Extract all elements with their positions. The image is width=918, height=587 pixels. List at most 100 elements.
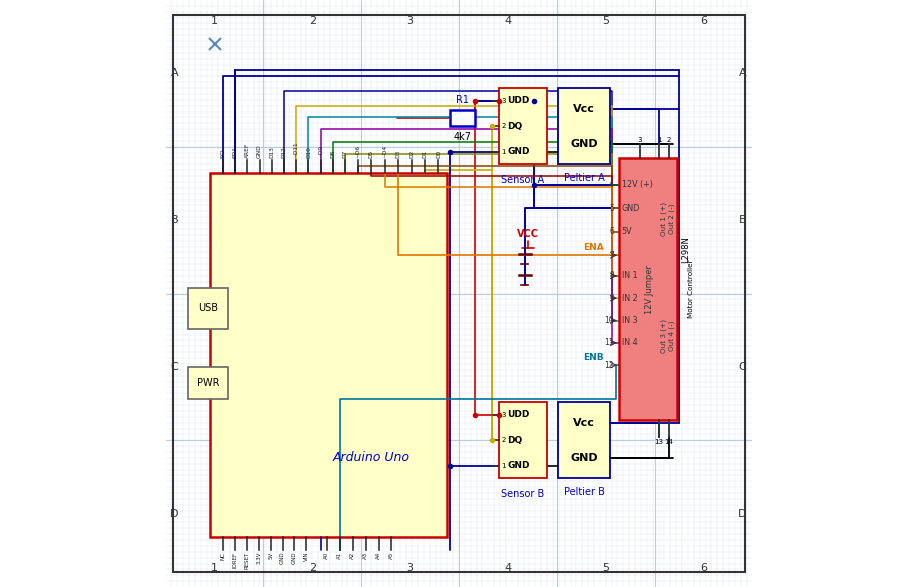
Text: 3.3V: 3.3V [256,552,262,564]
Bar [188,288,228,329]
Text: 5: 5 [602,15,610,26]
Text: ENA: ENA [583,244,604,252]
Text: Vcc: Vcc [573,104,595,114]
Bar [498,402,547,478]
Text: UDD: UDD [507,410,530,419]
Text: 1: 1 [501,463,506,468]
Text: SCL: SCL [220,147,226,158]
Text: NC: NC [220,552,226,559]
Text: 2: 2 [501,123,506,129]
Text: 2: 2 [308,15,316,26]
Text: 6: 6 [700,562,707,573]
Text: Out 4 (-): Out 4 (-) [668,321,675,352]
Text: IN 1: IN 1 [621,271,637,281]
Text: IN 4: IN 4 [621,338,637,348]
Bar [498,88,547,164]
Text: B: B [171,215,178,225]
Text: GND: GND [292,552,297,565]
Text: 1: 1 [501,149,506,154]
Text: 2: 2 [667,137,671,143]
Text: L298N: L298N [681,237,690,264]
Text: UDD: UDD [507,96,530,105]
Text: GND: GND [257,145,263,158]
Text: A: A [739,68,746,79]
Text: ENB: ENB [583,353,604,362]
Text: Out 3 (+): Out 3 (+) [660,319,666,353]
Text: Sensor B: Sensor B [501,489,544,499]
Text: A1: A1 [337,552,342,559]
Text: GND: GND [570,453,598,463]
Text: D7: D7 [342,150,347,158]
Text: 11: 11 [604,338,614,348]
Text: 4k7: 4k7 [453,132,472,142]
Bar [450,110,476,126]
Text: D: D [738,508,746,519]
Text: C: C [739,362,746,372]
Text: VIN: VIN [304,552,308,561]
Text: GND: GND [280,552,285,565]
Text: D10: D10 [306,147,311,158]
Text: A3: A3 [364,552,368,559]
Text: Vcc: Vcc [573,418,595,428]
Text: 5V: 5V [268,552,274,559]
Text: D12: D12 [282,147,286,158]
Text: A4: A4 [376,552,381,559]
Text: D13: D13 [269,147,274,158]
Text: D: D [170,508,179,519]
Text: D8: D8 [330,150,335,158]
Text: ~D9: ~D9 [319,146,323,158]
Text: A5: A5 [389,552,394,559]
Text: AREF: AREF [245,143,250,158]
Text: A2: A2 [351,552,355,559]
Text: 12V Jumper: 12V Jumper [644,265,654,313]
Text: 5: 5 [609,204,614,213]
Text: A: A [171,68,178,79]
Text: 4: 4 [504,562,511,573]
Bar [209,173,447,537]
Text: ~D6: ~D6 [355,146,361,158]
Text: D1: D1 [422,150,428,158]
Text: B: B [739,215,746,225]
Text: RESET: RESET [244,552,250,569]
Text: 4: 4 [609,180,614,190]
Text: Peltier A: Peltier A [564,173,604,183]
Bar [557,88,610,164]
Text: 1: 1 [211,15,218,26]
Text: 5V: 5V [621,227,633,237]
Text: Out 1 (+): Out 1 (+) [660,201,666,235]
Bar [619,158,677,420]
Text: GND: GND [507,461,530,470]
Text: 5: 5 [602,562,610,573]
Text: Arduino Uno: Arduino Uno [332,451,409,464]
Text: ~D4: ~D4 [382,146,387,158]
Text: DQ: DQ [507,122,522,131]
Text: 2: 2 [501,437,506,443]
Text: SDA: SDA [233,146,238,158]
Text: D2: D2 [409,150,414,158]
Text: Out 2 (-): Out 2 (-) [668,203,675,234]
Text: 1: 1 [211,562,218,573]
Text: Motor Controller: Motor Controller [688,260,694,318]
Bar [188,367,228,399]
Text: DQ: DQ [507,436,522,445]
Text: GND: GND [507,147,530,156]
Text: D0: D0 [436,150,441,158]
Text: IN 3: IN 3 [621,316,637,325]
Text: USB: USB [197,303,218,313]
Text: R1: R1 [456,95,469,105]
Bar [557,402,610,478]
Text: 7: 7 [609,251,614,260]
Text: 4: 4 [504,15,511,26]
Text: ~D11: ~D11 [294,142,298,158]
Text: IN 2: IN 2 [621,294,637,303]
Text: 10: 10 [604,316,614,325]
Text: A0: A0 [324,552,330,559]
Text: GND: GND [621,204,640,213]
Text: 14: 14 [665,439,674,445]
Text: 3: 3 [501,412,506,418]
Text: 13: 13 [655,439,664,445]
Text: PWR: PWR [196,378,219,388]
Text: D5: D5 [369,150,374,158]
Text: Sensor A: Sensor A [501,175,544,185]
Text: 6: 6 [700,15,707,26]
